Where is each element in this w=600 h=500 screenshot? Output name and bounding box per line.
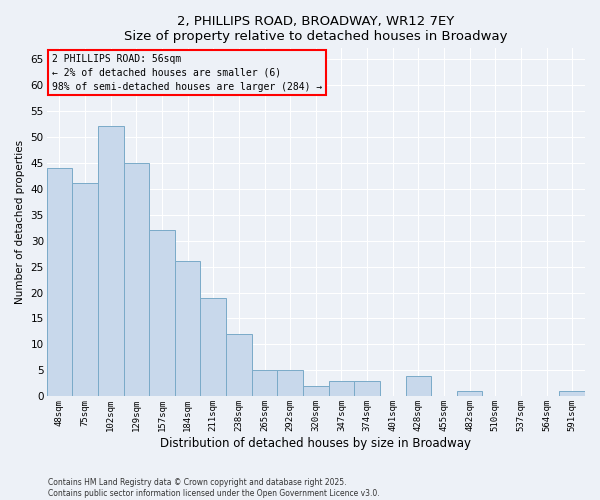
X-axis label: Distribution of detached houses by size in Broadway: Distribution of detached houses by size …: [160, 437, 471, 450]
Bar: [98, 126, 124, 396]
Bar: [329, 381, 354, 396]
Bar: [72, 184, 98, 396]
Bar: [200, 298, 226, 396]
Bar: [251, 370, 277, 396]
Title: 2, PHILLIPS ROAD, BROADWAY, WR12 7EY
Size of property relative to detached house: 2, PHILLIPS ROAD, BROADWAY, WR12 7EY Siz…: [124, 15, 508, 43]
Bar: [354, 381, 380, 396]
Bar: [149, 230, 175, 396]
Bar: [559, 391, 585, 396]
Text: Contains HM Land Registry data © Crown copyright and database right 2025.
Contai: Contains HM Land Registry data © Crown c…: [48, 478, 380, 498]
Bar: [277, 370, 303, 396]
Bar: [47, 168, 72, 396]
Bar: [406, 376, 431, 396]
Bar: [175, 262, 200, 396]
Text: 2 PHILLIPS ROAD: 56sqm
← 2% of detached houses are smaller (6)
98% of semi-detac: 2 PHILLIPS ROAD: 56sqm ← 2% of detached …: [52, 54, 322, 92]
Bar: [226, 334, 251, 396]
Bar: [303, 386, 329, 396]
Bar: [457, 391, 482, 396]
Bar: [124, 162, 149, 396]
Y-axis label: Number of detached properties: Number of detached properties: [15, 140, 25, 304]
